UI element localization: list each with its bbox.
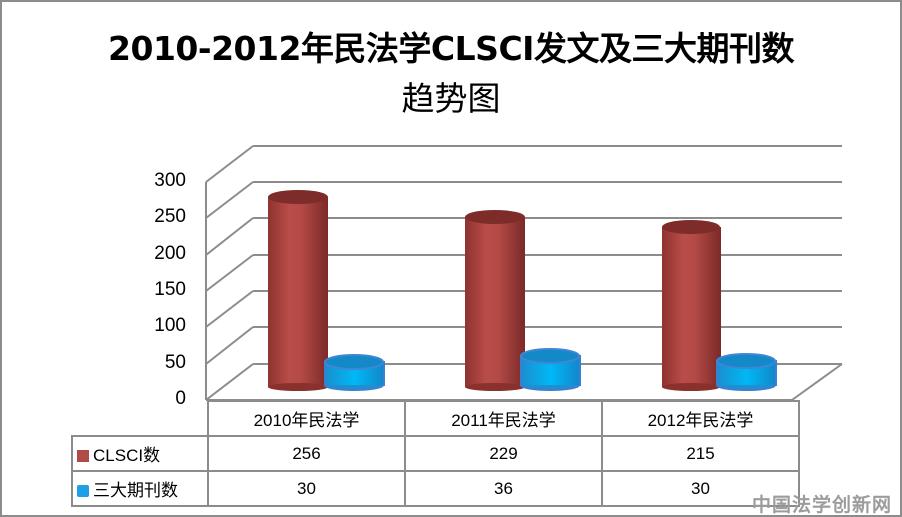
table-header-2011: 2011年民法学 <box>404 400 603 437</box>
table-cell: 30 <box>207 470 406 507</box>
chart-title-line1: 2010-2012年民法学CLSCI发文及三大期刊数 <box>108 29 794 68</box>
table-cell: 30 <box>601 470 800 507</box>
table-cell: 256 <box>207 435 406 472</box>
bar-clsci-2012 <box>662 220 721 391</box>
chart-title-line2: 趋势图 <box>401 79 501 118</box>
table-row: 三大期刊数 30 36 30 <box>71 470 800 507</box>
y-tick-0: 0 <box>175 388 186 409</box>
bar-clsci-2010 <box>268 190 328 391</box>
y-tick-100: 100 <box>154 315 186 336</box>
y-tick-300: 300 <box>154 170 186 191</box>
table-corner <box>72 401 209 436</box>
bar-journals-2012 <box>716 353 777 391</box>
y-tick-150: 150 <box>154 279 186 300</box>
legend-label-journals: 三大期刊数 <box>93 481 178 500</box>
y-tick-250: 250 <box>154 206 186 227</box>
legend-key-blue-square-icon <box>77 485 89 497</box>
table-cell: 36 <box>404 470 603 507</box>
bar-clsci-2011 <box>465 210 525 391</box>
table-cell: 215 <box>601 435 800 472</box>
y-tick-200: 200 <box>154 243 186 264</box>
table-header-2012: 2012年民法学 <box>601 400 800 437</box>
data-table: 2010年民法学 2011年民法学 2012年民法学 CLSCI数 256 22… <box>71 400 800 507</box>
y-tick-50: 50 <box>164 352 186 373</box>
table-header-row: 2010年民法学 2011年民法学 2012年民法学 <box>72 400 800 437</box>
table-row: CLSCI数 256 229 215 <box>71 435 800 472</box>
legend-key-red-square-icon <box>77 450 89 462</box>
table-cell: 229 <box>404 435 603 472</box>
legend-clsci: CLSCI数 <box>71 435 209 472</box>
bar-journals-2010 <box>324 354 385 391</box>
legend-journals: 三大期刊数 <box>71 470 209 507</box>
table-header-2010: 2010年民法学 <box>207 400 406 437</box>
legend-label-clsci: CLSCI数 <box>93 446 161 465</box>
bar-journals-2011 <box>520 348 581 391</box>
watermark: 中国法学创新网 <box>752 494 893 516</box>
